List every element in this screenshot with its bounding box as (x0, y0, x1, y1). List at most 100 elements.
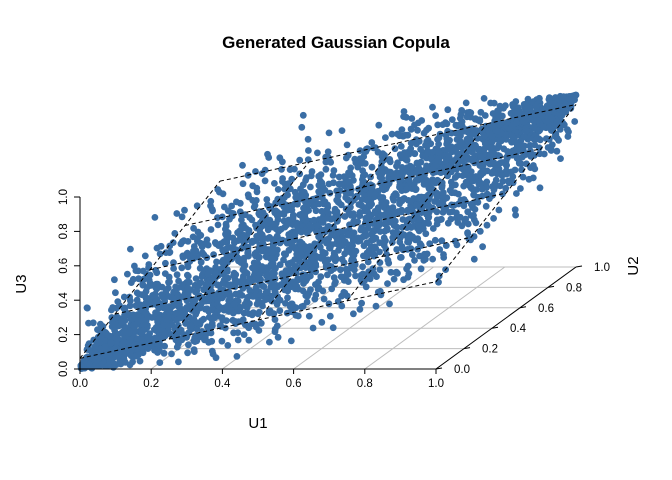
scatter-point-2266 (433, 216, 441, 224)
scatter-point-564 (533, 135, 540, 143)
scatter-point-1592 (407, 245, 415, 253)
scatter-point-542 (531, 141, 539, 149)
scatter-point-2385 (400, 276, 407, 284)
scatter-point-1928 (170, 259, 177, 267)
scatter-point-182 (509, 101, 516, 108)
scatter-point-1803 (344, 230, 352, 238)
scatter-point-1207 (419, 152, 427, 160)
plane-line-u2-3 (184, 148, 542, 226)
scatter-point-1488 (432, 179, 439, 187)
scatter-point-370 (553, 118, 561, 126)
scatter-point-2046 (293, 226, 301, 234)
scatter-point-1041 (431, 236, 439, 244)
scatter-point-2238 (126, 245, 134, 253)
scatter-point-1204 (362, 232, 370, 240)
scatter-point-985 (404, 131, 412, 139)
scatter-point-2723 (176, 301, 183, 308)
scatter-point-1748 (376, 239, 384, 247)
scatter-point-1569 (458, 157, 466, 165)
scatter-point-260 (299, 111, 307, 119)
scatter-point-789 (439, 189, 447, 197)
scatter-point-2944 (94, 333, 102, 341)
scatter-point-1497 (317, 273, 325, 281)
floor-grid-line-u1-4 (364, 266, 506, 370)
scatter-point-522 (314, 149, 321, 157)
scatter-point-422 (368, 139, 376, 146)
x-tick-label-4: 0.8 (357, 378, 373, 390)
scatter-point-1918 (288, 300, 296, 308)
scatter-point-2663 (193, 319, 201, 327)
scatter-point-2513 (303, 298, 311, 306)
scatter-point-2596 (166, 248, 174, 256)
x-tick-label-1: 0.2 (143, 378, 159, 390)
scatter-point-2922 (161, 342, 169, 350)
scatter-point-2196 (284, 191, 291, 199)
scatter-point-2295 (317, 255, 325, 262)
scatter-point-2694 (287, 337, 295, 345)
floor-grid-line-u1-3 (293, 266, 434, 370)
scatter-point-1452 (248, 239, 256, 246)
scatter-point-2397 (166, 278, 173, 286)
scatter-point-1715 (315, 278, 322, 286)
scatter-point-2652 (225, 282, 233, 290)
scatter-point-1498 (345, 178, 353, 186)
scatter-point-2726 (233, 353, 241, 360)
scatter-point-731 (398, 126, 406, 133)
scatter-point-2223 (355, 201, 363, 208)
scatter-point-2552 (222, 222, 230, 230)
scatter-point-1199 (379, 150, 387, 158)
scatter-point-2512 (255, 308, 263, 316)
scatter-point-2128 (134, 267, 142, 275)
scatter-point-2661 (251, 267, 259, 274)
scatter-point-2061 (392, 269, 400, 276)
scatter-point-2331 (126, 302, 134, 310)
scatter-point-649 (296, 156, 304, 164)
scatter-point-63 (462, 99, 470, 107)
scatter-point-442 (538, 112, 546, 120)
scatter-point-524 (510, 114, 518, 121)
scatter-point-2248 (265, 219, 272, 227)
scatter-point-1751 (282, 251, 289, 258)
scatter-point-987 (271, 180, 278, 187)
scatter-point-1071 (504, 154, 511, 162)
scatter-point-879 (359, 167, 366, 175)
scatter-point-1461 (462, 178, 470, 186)
scatter-point-1744 (238, 216, 245, 224)
scatter-point-849 (511, 206, 519, 214)
scatter-point-1091 (472, 173, 480, 180)
scatter-point-2228 (350, 212, 358, 220)
scatter-point-2472 (155, 304, 163, 312)
scatter-point-1520 (354, 234, 362, 242)
scatter-point-1098 (463, 155, 471, 163)
scatter-point-2573 (111, 276, 118, 284)
scatter-point-2626 (177, 326, 185, 334)
scatter-point-859 (462, 215, 470, 223)
scatter-point-668 (442, 119, 449, 126)
scatter-point-1581 (285, 205, 292, 213)
scatter-point-823 (305, 147, 312, 154)
scatter-point-71 (480, 95, 488, 102)
scatter-point-2907 (120, 353, 128, 361)
scatter-point-2993 (85, 345, 93, 353)
scatter-point-717 (508, 122, 516, 129)
scatter-point-1762 (337, 266, 344, 274)
scatter-point-110 (564, 133, 572, 140)
z-tick-label-2: 0.4 (58, 292, 70, 309)
scatter-point-884 (352, 159, 360, 167)
scatter-point-1243 (477, 179, 485, 187)
scatter-point-2876 (107, 339, 115, 347)
scatter-point-2666 (170, 265, 178, 272)
scatter-point-2837 (114, 335, 121, 343)
scatter-point-2693 (175, 340, 182, 348)
scatter-point-1620 (425, 220, 432, 227)
scatter-point-2780 (176, 314, 184, 322)
scatter-point-1371 (470, 255, 478, 263)
scatter-point-1920 (312, 207, 320, 215)
scatter-point-2314 (338, 242, 346, 250)
scatter-point-853 (438, 184, 446, 192)
scatter-point-794 (386, 158, 394, 166)
scatter-point-1216 (261, 177, 269, 185)
y-tick-1 (463, 347, 471, 350)
scatter-point-1838 (244, 191, 252, 199)
scatter-point-1266 (214, 221, 222, 229)
